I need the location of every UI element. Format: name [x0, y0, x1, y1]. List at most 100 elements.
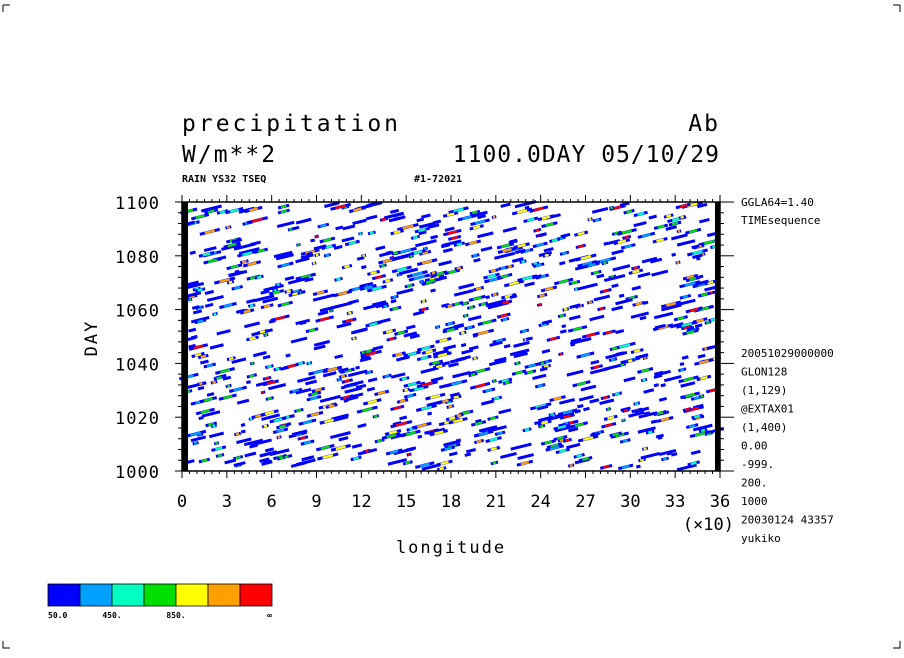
- precip-cell-core: [468, 240, 478, 245]
- precip-cell-core: [480, 302, 486, 306]
- precip-cell: [639, 315, 647, 321]
- precip-cell: [453, 323, 464, 329]
- precip-cell-core: [385, 329, 393, 334]
- corner-label: Ab: [688, 111, 720, 137]
- precip-cell-core: [432, 360, 440, 365]
- precip-cell: [432, 349, 449, 356]
- precip-cell: [696, 202, 708, 209]
- precip-cell: [236, 398, 250, 405]
- precip-cell-core: [287, 364, 296, 369]
- precip-cell-core: [340, 374, 346, 378]
- precip-cell: [249, 443, 259, 449]
- precip-cell-core: [436, 271, 444, 276]
- precip-cell-core: [280, 209, 288, 214]
- precip-cell: [305, 379, 318, 386]
- precip-cell: [514, 248, 526, 255]
- precip-cell-core: [521, 260, 526, 264]
- precip-cell-core: [582, 457, 590, 462]
- precip-cell-core: [623, 408, 628, 413]
- precip-cell-core: [686, 202, 698, 208]
- precip-cell: [262, 296, 279, 304]
- precip-cell: [488, 359, 507, 367]
- precip-cell: [679, 362, 685, 366]
- precip-cell-core: [275, 315, 286, 321]
- precip-cell: [485, 295, 491, 300]
- precip-cell-core: [352, 336, 356, 340]
- precip-cell: [615, 329, 625, 335]
- precip-cell-core: [633, 266, 639, 270]
- precip-cell: [543, 247, 554, 253]
- precip-cell-core: [276, 428, 285, 433]
- precip-cell: [500, 202, 511, 208]
- precip-cell-core: [544, 286, 554, 292]
- precip-cell-core: [698, 359, 709, 365]
- precip-cell: [633, 221, 647, 228]
- precip-cell-core: [544, 253, 549, 258]
- precip-cell: [559, 261, 566, 266]
- precip-cell-core: [599, 307, 604, 311]
- precip-cell-core: [541, 420, 549, 425]
- precip-cell-core: [451, 380, 463, 386]
- precip-cell: [216, 329, 231, 336]
- precip-cell-core: [423, 247, 427, 251]
- precip-cell-core: [413, 275, 425, 281]
- precip-cell: [691, 244, 700, 250]
- precip-cell: [458, 282, 475, 290]
- precip-cell: [444, 226, 455, 232]
- precip-cell-core: [289, 227, 293, 231]
- precip-cell-core: [706, 321, 710, 325]
- precip-cell-core: [472, 296, 482, 301]
- precip-cell-core: [683, 376, 694, 382]
- precip-cell: [460, 343, 467, 348]
- precip-cell-core: [251, 217, 263, 223]
- precip-cell-core: [247, 261, 257, 267]
- precip-cell-core: [605, 330, 613, 335]
- y-tick-label: 1000: [115, 463, 160, 483]
- precip-cell-core: [193, 441, 198, 445]
- precip-cell-core: [647, 430, 653, 434]
- precip-cell: [391, 254, 409, 262]
- precip-cell-core: [361, 407, 373, 413]
- precip-cell-core: [416, 423, 427, 428]
- precip-cell-core: [377, 390, 386, 395]
- precip-cell: [539, 366, 548, 372]
- precip-cell: [395, 355, 411, 362]
- precip-cell-core: [388, 337, 395, 341]
- precip-cell: [589, 398, 600, 404]
- y-tick-label: 1100: [115, 194, 160, 214]
- precip-cell: [569, 337, 592, 346]
- precip-cell: [365, 214, 378, 221]
- precip-cell: [477, 231, 494, 239]
- precip-cell-core: [329, 309, 333, 313]
- legend-swatch: [239, 583, 273, 607]
- precip-cell-core: [526, 217, 535, 222]
- legend-label: 450.: [102, 611, 121, 620]
- precip-cell-core: [536, 242, 545, 247]
- precip-cell: [432, 219, 442, 225]
- precip-cell-core: [582, 261, 593, 267]
- precip-cell: [322, 371, 337, 378]
- precip-cell-core: [311, 391, 319, 396]
- precip-cell-core: [207, 209, 215, 214]
- x-tick-label: 12: [351, 492, 371, 512]
- precip-cell-core: [413, 235, 418, 240]
- precip-cell-core: [392, 306, 399, 311]
- precip-cell-core: [264, 376, 270, 380]
- precip-cell-core: [266, 380, 276, 385]
- precip-cell: [509, 294, 518, 300]
- precip-cell-core: [319, 316, 330, 322]
- precip-cell: [690, 449, 701, 456]
- precip-cell: [612, 264, 631, 272]
- precip-cell-core: [401, 377, 408, 381]
- precip-cell-core: [472, 210, 478, 215]
- precip-cell: [295, 256, 310, 264]
- precip-cell: [357, 423, 367, 429]
- precip-cell-core: [504, 381, 510, 385]
- precip-cell-core: [626, 209, 633, 214]
- precip-cell-core: [456, 266, 462, 270]
- precip-cell: [513, 340, 530, 348]
- precip-cell-core: [611, 346, 618, 351]
- precip-cell-core: [563, 414, 572, 419]
- precip-cell: [222, 375, 232, 381]
- precip-cell-core: [195, 214, 205, 219]
